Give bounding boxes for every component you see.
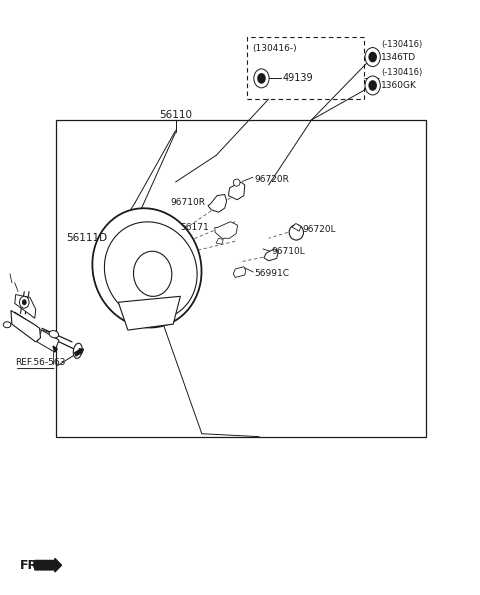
Ellipse shape <box>49 331 59 338</box>
Circle shape <box>365 48 380 67</box>
Polygon shape <box>228 182 245 200</box>
Ellipse shape <box>289 225 303 240</box>
Ellipse shape <box>133 251 172 296</box>
Polygon shape <box>264 249 278 261</box>
Polygon shape <box>233 267 246 277</box>
Ellipse shape <box>92 208 202 327</box>
Circle shape <box>20 296 29 308</box>
Text: 96720R: 96720R <box>254 174 289 183</box>
Polygon shape <box>208 195 227 212</box>
Ellipse shape <box>105 222 197 320</box>
Text: 1360GK: 1360GK <box>381 81 417 90</box>
Polygon shape <box>11 311 40 342</box>
Circle shape <box>368 52 377 62</box>
Bar <box>247 37 364 99</box>
FancyArrow shape <box>35 558 61 572</box>
Text: 56991C: 56991C <box>254 270 289 278</box>
FancyArrow shape <box>75 349 84 356</box>
Text: FR.: FR. <box>20 559 43 572</box>
Text: (-130416): (-130416) <box>381 39 422 49</box>
Polygon shape <box>118 296 180 330</box>
Bar <box>56 120 426 437</box>
Text: 49139: 49139 <box>283 73 313 83</box>
Bar <box>37 330 59 352</box>
Circle shape <box>22 299 27 305</box>
Polygon shape <box>215 222 238 238</box>
Circle shape <box>365 76 380 95</box>
Text: 56171: 56171 <box>180 223 209 232</box>
Ellipse shape <box>233 179 240 186</box>
Polygon shape <box>53 346 57 352</box>
Circle shape <box>254 69 269 88</box>
Circle shape <box>368 80 377 91</box>
Circle shape <box>257 73 266 84</box>
Text: REF.56-563: REF.56-563 <box>15 358 65 367</box>
Ellipse shape <box>73 343 82 358</box>
Polygon shape <box>15 295 36 318</box>
Polygon shape <box>292 224 301 231</box>
Text: (-130416): (-130416) <box>381 68 422 77</box>
Text: 96710R: 96710R <box>171 198 206 207</box>
Text: 1346TD: 1346TD <box>381 52 416 61</box>
Text: 56110: 56110 <box>159 110 192 120</box>
Text: (130416-): (130416-) <box>252 44 297 54</box>
Ellipse shape <box>3 322 11 328</box>
Text: 96720L: 96720L <box>302 225 336 234</box>
Text: 56111D: 56111D <box>66 233 107 243</box>
Polygon shape <box>216 238 223 244</box>
Text: 96710L: 96710L <box>271 247 305 256</box>
